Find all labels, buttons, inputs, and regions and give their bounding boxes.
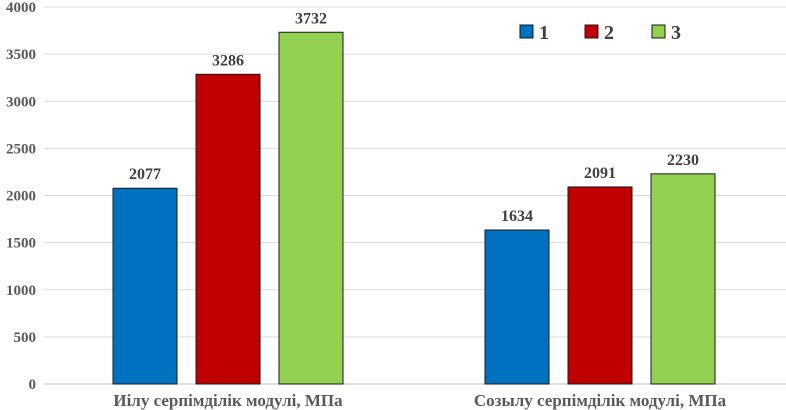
legend-swatch	[584, 24, 599, 39]
bar-series-3	[650, 173, 716, 385]
y-tick-label: 2000	[6, 189, 36, 205]
legend: 1 2 3	[519, 22, 681, 44]
bars	[112, 31, 716, 385]
data-label: 2230	[667, 152, 699, 169]
legend-item-3: 3	[651, 22, 681, 44]
data-label: 2091	[584, 165, 616, 182]
bar-series-2	[195, 73, 261, 385]
legend-label: 3	[671, 22, 681, 44]
legend-item-2: 2	[584, 22, 614, 44]
y-tick-label: 2500	[6, 141, 36, 157]
x-category-label: Созылу серпімділік модулі, МПа	[474, 391, 727, 410]
y-tick-label: 1500	[6, 236, 36, 252]
y-axis: 0 500 1000 1500 2000 2500 3000 3500 4000	[6, 0, 36, 393]
bar-series-3	[278, 31, 344, 385]
bar-series-1	[112, 187, 178, 385]
data-label: 2077	[129, 166, 161, 183]
legend-item-1: 1	[519, 22, 549, 44]
y-tick-label: 500	[14, 330, 37, 346]
y-tick-label: 3000	[6, 94, 36, 110]
y-tick-label: 0	[29, 377, 37, 393]
legend-swatch	[519, 24, 534, 39]
legend-swatch	[651, 24, 666, 39]
x-category-label: Иілу серпімділік модулі, МПа	[113, 391, 343, 410]
legend-label: 2	[604, 22, 614, 44]
data-label: 3286	[212, 52, 244, 69]
y-tick-label: 4000	[6, 0, 36, 16]
y-tick-label: 3500	[6, 47, 36, 63]
legend-label: 1	[539, 22, 549, 44]
y-tick-label: 1000	[6, 283, 36, 299]
bar-series-2	[567, 186, 633, 385]
data-label: 3732	[295, 10, 327, 27]
data-label: 1634	[501, 208, 533, 225]
data-labels: 2077 3286 3732 1634 2091 2230	[129, 10, 699, 225]
x-axis: Иілу серпімділік модулі, МПа Созылу серпі…	[113, 391, 726, 410]
bar-series-1	[484, 229, 550, 385]
